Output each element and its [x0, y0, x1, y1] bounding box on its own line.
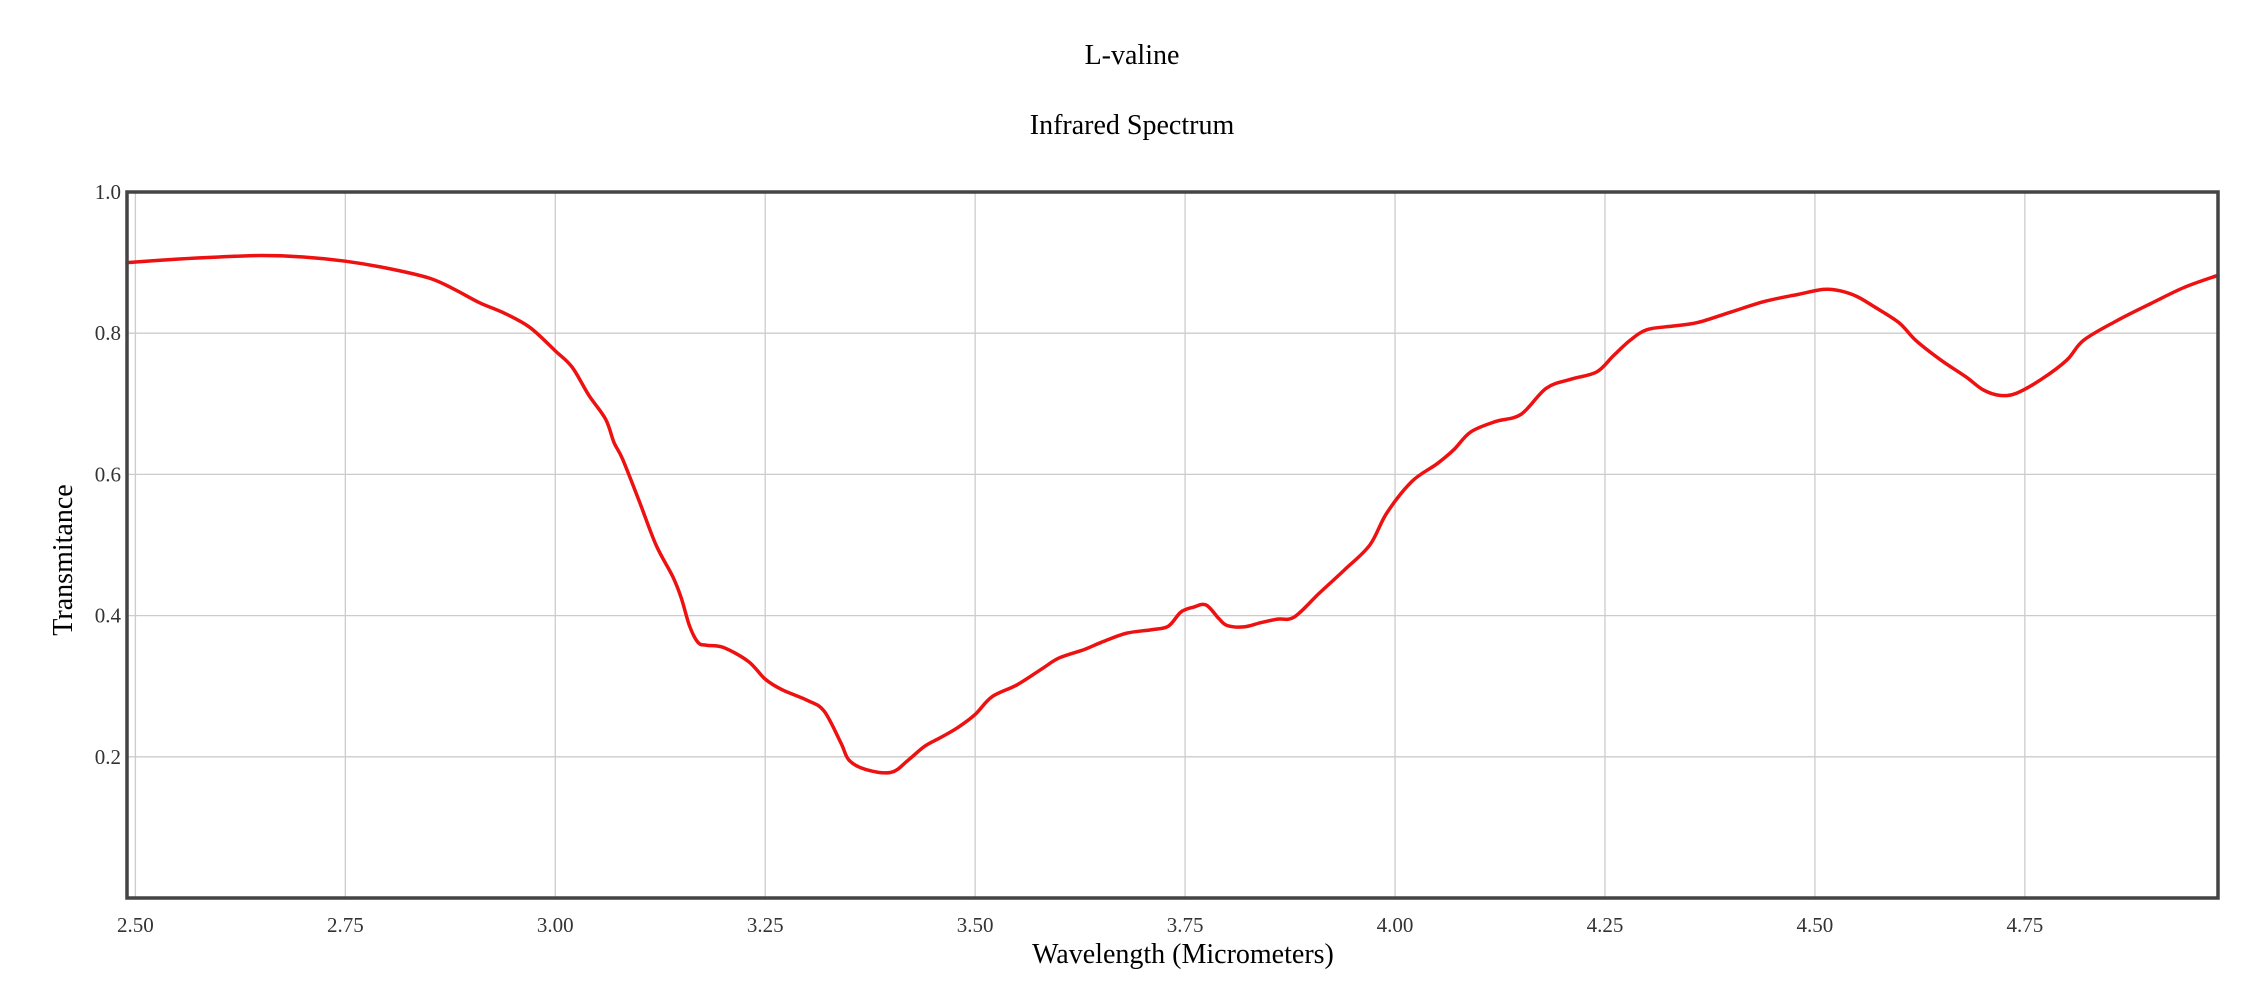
x-axis-label: Wavelength (Micrometers): [1032, 939, 1334, 970]
x-tick-label: 2.75: [327, 913, 364, 937]
x-axis-ticks: 2.50 2.75 3.00 3.25 3.50 3.75 4.00 4.25 4.50 4.75: [117, 913, 2043, 937]
series-layer: [125, 253, 2220, 775]
y-axis-label: Transmitance: [48, 484, 79, 635]
x-tick-label: 3.50: [957, 913, 994, 937]
chart-title: L-valine: [1085, 40, 1180, 71]
y-tick-label: 0.6: [95, 462, 121, 486]
chart-subtitle: Infrared Spectrum: [1030, 110, 1235, 141]
plot-area-frame: [125, 190, 2220, 900]
y-axis-ticks: 0.2 0.4 0.6 0.8 1.0: [95, 180, 122, 769]
x-tick-label: 3.25: [747, 913, 784, 937]
y-tick-label: 1.0: [95, 180, 121, 204]
x-tick-label: 3.75: [1167, 913, 1204, 937]
x-tick-label: 4.75: [2006, 913, 2043, 937]
x-tick-label: 4.50: [1797, 913, 1834, 937]
x-tick-label: 2.50: [117, 913, 154, 937]
x-tick-label: 3.00: [537, 913, 574, 937]
transmitance-series-line: [125, 253, 2220, 775]
y-tick-label: 0.8: [95, 321, 121, 345]
grid-lines: [127, 191, 2218, 898]
x-tick-label: 4.25: [1587, 913, 1624, 937]
y-tick-label: 0.2: [95, 745, 121, 769]
y-tick-label: 0.4: [95, 604, 122, 628]
x-tick-label: 4.00: [1377, 913, 1414, 937]
